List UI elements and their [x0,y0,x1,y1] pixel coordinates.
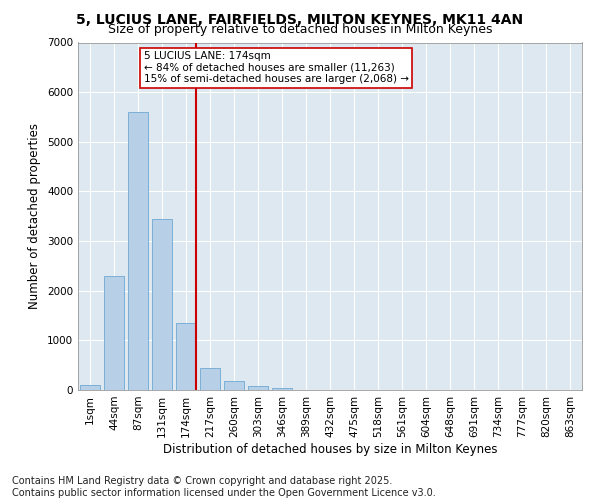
Bar [80,385,100,390]
Text: 5, LUCIUS LANE, FAIRFIELDS, MILTON KEYNES, MK11 4AN: 5, LUCIUS LANE, FAIRFIELDS, MILTON KEYNE… [76,12,524,26]
Text: 5 LUCIUS LANE: 174sqm
← 84% of detached houses are smaller (11,263)
15% of semi-: 5 LUCIUS LANE: 174sqm ← 84% of detached … [143,51,409,84]
Bar [128,112,148,390]
Bar [200,368,220,390]
Bar [152,218,172,390]
Bar [248,386,268,390]
Bar [272,388,292,390]
Y-axis label: Number of detached properties: Number of detached properties [28,123,41,309]
Text: Contains HM Land Registry data © Crown copyright and database right 2025.
Contai: Contains HM Land Registry data © Crown c… [12,476,436,498]
X-axis label: Distribution of detached houses by size in Milton Keynes: Distribution of detached houses by size … [163,442,497,456]
Bar [176,323,196,390]
Bar [224,382,244,390]
Text: Size of property relative to detached houses in Milton Keynes: Size of property relative to detached ho… [108,22,492,36]
Bar [104,276,124,390]
